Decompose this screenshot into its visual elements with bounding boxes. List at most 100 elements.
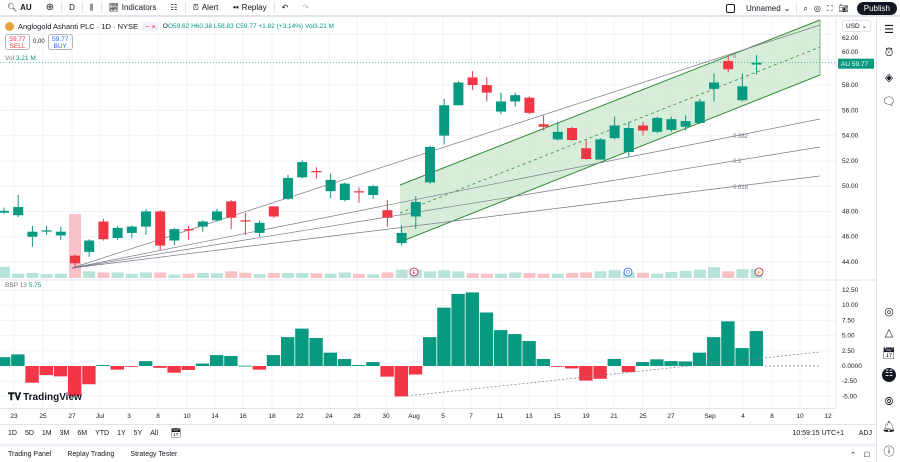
alert-button[interactable]: ⏰︎ Alert — [192, 2, 219, 13]
chart-type-button[interactable]: ⫼ — [83, 0, 101, 16]
signal-icon[interactable]: ⦾ — [884, 396, 894, 408]
candle-body — [325, 179, 336, 192]
candle — [396, 225, 407, 246]
collapse-icon[interactable]: ⌃ — [850, 451, 856, 459]
replay-button[interactable]: ⏪︎ Replay — [232, 2, 267, 13]
time-tick-label: 13 — [525, 413, 533, 420]
redo-button[interactable]: ↷ — [295, 0, 316, 16]
watchlist-icon[interactable]: ☰ — [884, 24, 894, 36]
bell-icon[interactable]: 🔔︎ — [882, 421, 896, 433]
range-1m[interactable]: 1M — [41, 429, 52, 437]
indicators-button[interactable]: 📈︎ Indicators — [108, 3, 157, 12]
volume-bar — [225, 271, 238, 278]
sell-button[interactable]: 59.77 SELL — [5, 34, 30, 50]
layers-icon[interactable]: ◈ — [884, 72, 894, 84]
time-tick-label: 15 — [553, 413, 561, 420]
candle-body — [567, 128, 577, 141]
volume-bar — [693, 269, 706, 278]
bbp-bar — [53, 366, 68, 377]
time-tick-label: 22 — [296, 413, 304, 420]
time-axis[interactable]: 23 25 27 Jul 3 8 10 14 16 18 22 24 28 30 Aug 5 7 11 13 15 19… — [0, 408, 836, 424]
volume-bar — [83, 271, 96, 278]
volume-bar — [140, 272, 152, 278]
templates-button[interactable]: ☷ — [163, 0, 184, 16]
layout-button[interactable]: Unnamed ⌄ — [726, 0, 790, 17]
bbp-tick-label: 7.50 — [842, 317, 855, 324]
bbp-tick-label: -5.00 — [842, 393, 857, 400]
compare-button[interactable]: ⊕ — [39, 0, 61, 16]
volume-bar — [367, 274, 380, 278]
time-tick-label: 28 — [353, 413, 361, 420]
candle — [666, 116, 677, 132]
volume-bar — [381, 272, 394, 278]
bbp-bar — [522, 341, 536, 366]
grid-icon: ☷ — [170, 3, 178, 12]
volume-bar — [509, 272, 522, 278]
candle — [496, 92, 506, 115]
range-ytd[interactable]: YTD — [95, 429, 110, 437]
bbp-bar — [167, 366, 181, 373]
pattern-icon[interactable]: △ — [884, 327, 894, 339]
legend-toggle[interactable]: − × — [142, 22, 159, 31]
fib-fan-line — [71, 175, 821, 269]
bbp-bar — [664, 361, 678, 366]
fullscreen-icon[interactable]: ⛶ — [826, 3, 833, 13]
target-icon[interactable]: ◎ — [884, 306, 894, 318]
candle — [510, 92, 521, 107]
date-range-icon[interactable]: 📅︎ — [170, 427, 182, 438]
buy-button[interactable]: 59.77 BUY — [47, 34, 73, 50]
chat-icon[interactable]: 🗨︎ — [882, 96, 896, 108]
price-tick-label: 58.00 — [842, 82, 859, 89]
maximize-icon[interactable]: ☐ — [863, 451, 870, 459]
spread-value: 0.00 — [33, 39, 45, 45]
tab-strategy-tester[interactable]: Strategy Tester — [130, 451, 178, 458]
bbp-bar — [692, 352, 707, 366]
bbp-bar — [124, 366, 139, 367]
candle-body — [27, 231, 38, 237]
range-5d[interactable]: 5D — [24, 429, 34, 437]
candle — [382, 200, 393, 227]
volume-bar — [168, 274, 181, 278]
range-6m[interactable]: 6M — [77, 429, 88, 437]
right-sidebar: ☰ ⏰︎ ◈ 🗨︎ ◎ △ 📅︎ ☷ ⦾ 🔔︎ ⓘ — [876, 18, 900, 462]
apps-grid-icon[interactable]: ☷ — [882, 368, 896, 382]
bbp-bar — [607, 359, 621, 366]
publish-button[interactable]: Publish — [856, 2, 897, 15]
help-icon[interactable]: ⓘ — [883, 446, 895, 458]
settings-icon[interactable]: ◎ — [813, 4, 821, 13]
quick-search-icon[interactable]: ⌕ — [803, 3, 808, 13]
candle — [425, 145, 435, 184]
range-3m[interactable]: 3M — [59, 429, 70, 437]
indicators-icon: 📈︎ — [108, 3, 119, 12]
bbp-bar — [408, 366, 423, 375]
undo-button[interactable]: ↶ — [275, 0, 296, 16]
calendar-icon[interactable]: 📅︎ — [882, 348, 896, 360]
range-5y[interactable]: 5Y — [133, 429, 143, 437]
bbp-bar — [536, 359, 550, 366]
volume-bar — [267, 272, 280, 278]
range-1y[interactable]: 1Y — [117, 429, 126, 437]
range-1d[interactable]: 1D — [8, 429, 17, 437]
candle — [609, 116, 620, 140]
candle — [297, 160, 308, 179]
currency-selector[interactable]: USD ⌄ — [842, 20, 871, 32]
volume-bar — [12, 273, 25, 278]
bbp-bar — [579, 366, 593, 381]
alarm-clock-icon[interactable]: ⏰︎ — [884, 47, 894, 59]
adjust-button[interactable]: ADJ — [858, 430, 872, 437]
symbol-search-button[interactable]: 🔍︎ AU — [7, 3, 32, 12]
volume-bar — [182, 273, 195, 278]
range-all[interactable]: All — [150, 429, 159, 437]
interval-button[interactable]: D — [69, 3, 75, 12]
candle — [283, 174, 293, 201]
tab-trading-panel[interactable]: Trading Panel — [8, 451, 52, 458]
chart-area[interactable]: 0 0.382 0.5 0.618 E D ⚡ 62.00 60.00 58.00 56.00 54.… — [0, 18, 876, 408]
clock[interactable]: 10:59:15 UTC+1 — [792, 430, 844, 437]
tab-replay-trading[interactable]: Replay Trading — [67, 451, 115, 458]
candle-body — [84, 240, 95, 252]
candle — [55, 226, 66, 240]
price-chart[interactable]: 0 0.382 0.5 0.618 E D ⚡ 62.00 60.00 58.00 56.00 54.… — [0, 18, 876, 408]
camera-icon[interactable]: 📷︎ — [838, 4, 849, 13]
volume-bar — [338, 272, 351, 278]
volume-bar — [125, 273, 138, 278]
